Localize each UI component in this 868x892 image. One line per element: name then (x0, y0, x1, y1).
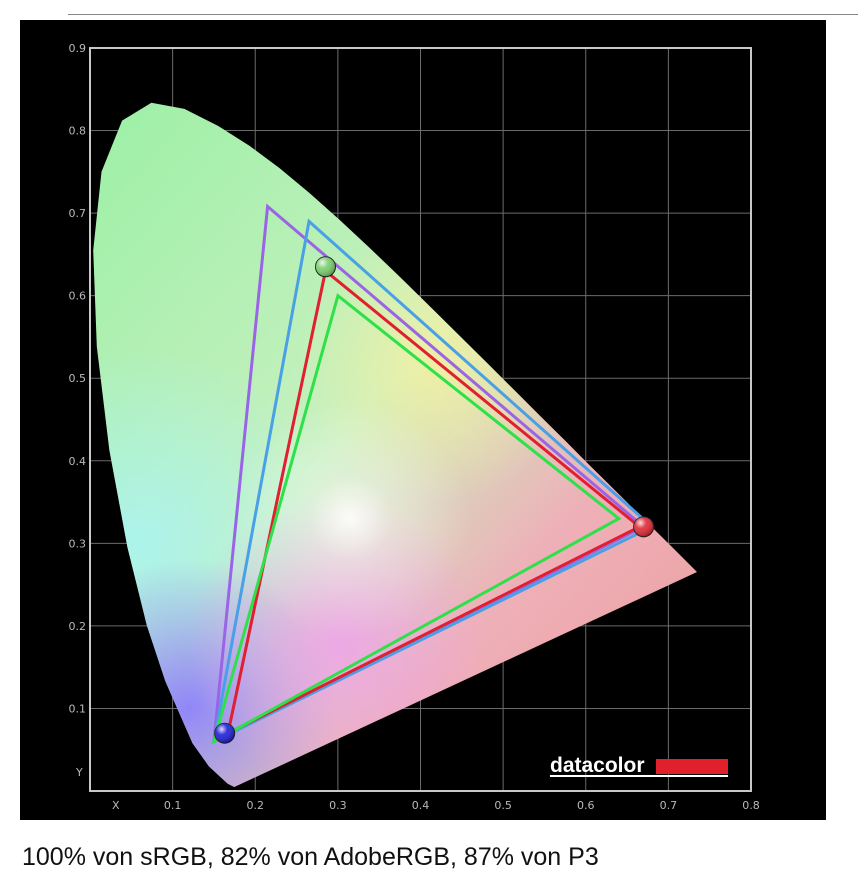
chart-svg: 0.1 0.2 0.3 0.4 0.5 0.6 0.7 0.8 0.9 0.1 0.2 0.3 0.4… (69, 42, 760, 812)
y-tick-label: 0.5 (69, 372, 87, 385)
primary-point-shine (633, 516, 654, 537)
y-tick-label: 0.1 (69, 702, 87, 715)
plot-frame (89, 47, 752, 792)
x-tick-label: 0.2 (247, 799, 265, 812)
primary-point-shine (214, 723, 235, 744)
y-tick-label: 0.8 (69, 125, 87, 138)
white-point-region (230, 398, 471, 639)
gamut-triangle-4 (211, 293, 622, 745)
gamut-triangle-2 (211, 218, 655, 745)
datacolor-logo-text: datacolor (550, 754, 645, 777)
x-tick-label: 0.5 (494, 799, 512, 812)
y-tick-label: 0.2 (69, 620, 87, 633)
x-tick-label: 0.4 (412, 799, 430, 812)
top-divider (68, 14, 858, 15)
primary-point-2 (314, 256, 336, 278)
datacolor-logo: datacolor (550, 754, 728, 777)
y-tick-label: 0.9 (69, 42, 87, 55)
gamut-triangle-3 (225, 268, 643, 736)
y-tick-label: 0.7 (69, 207, 87, 220)
gamut-coverage-caption: 100% von sRGB, 82% von AdobeRGB, 87% von… (22, 843, 599, 871)
primary-point-1 (633, 516, 655, 538)
y-tick-label: 0.4 (69, 455, 87, 468)
x-tick-label: 0.7 (660, 799, 678, 812)
primary-point-3 (214, 722, 236, 744)
spectral-locus (93, 102, 697, 787)
gamut-triangles (211, 203, 655, 745)
x-tick-label: 0.8 (742, 799, 760, 812)
measured-primaries (214, 256, 655, 744)
x-tick-label: 0.1 (164, 799, 182, 812)
x-axis-ticks: 0.1 0.2 0.3 0.4 0.5 0.6 0.7 0.8 (164, 799, 760, 812)
datacolor-logo-bar (656, 759, 728, 774)
y-tick-label: 0.3 (69, 537, 87, 550)
y-axis-marker: Y (75, 766, 83, 779)
y-tick-label: 0.6 (69, 290, 87, 303)
y-axis-ticks: 0.1 0.2 0.3 0.4 0.5 0.6 0.7 0.8 0.9 (69, 42, 87, 715)
x-tick-label: 0.3 (329, 799, 347, 812)
datacolor-logo-underline (550, 775, 728, 777)
x-axis-marker: X (112, 799, 120, 812)
primary-point-shine (315, 256, 336, 277)
cie-chromaticity-chart: 0.1 0.2 0.3 0.4 0.5 0.6 0.7 0.8 0.9 0.1 0.2 0.3 0.4… (20, 20, 826, 820)
x-tick-label: 0.6 (577, 799, 595, 812)
